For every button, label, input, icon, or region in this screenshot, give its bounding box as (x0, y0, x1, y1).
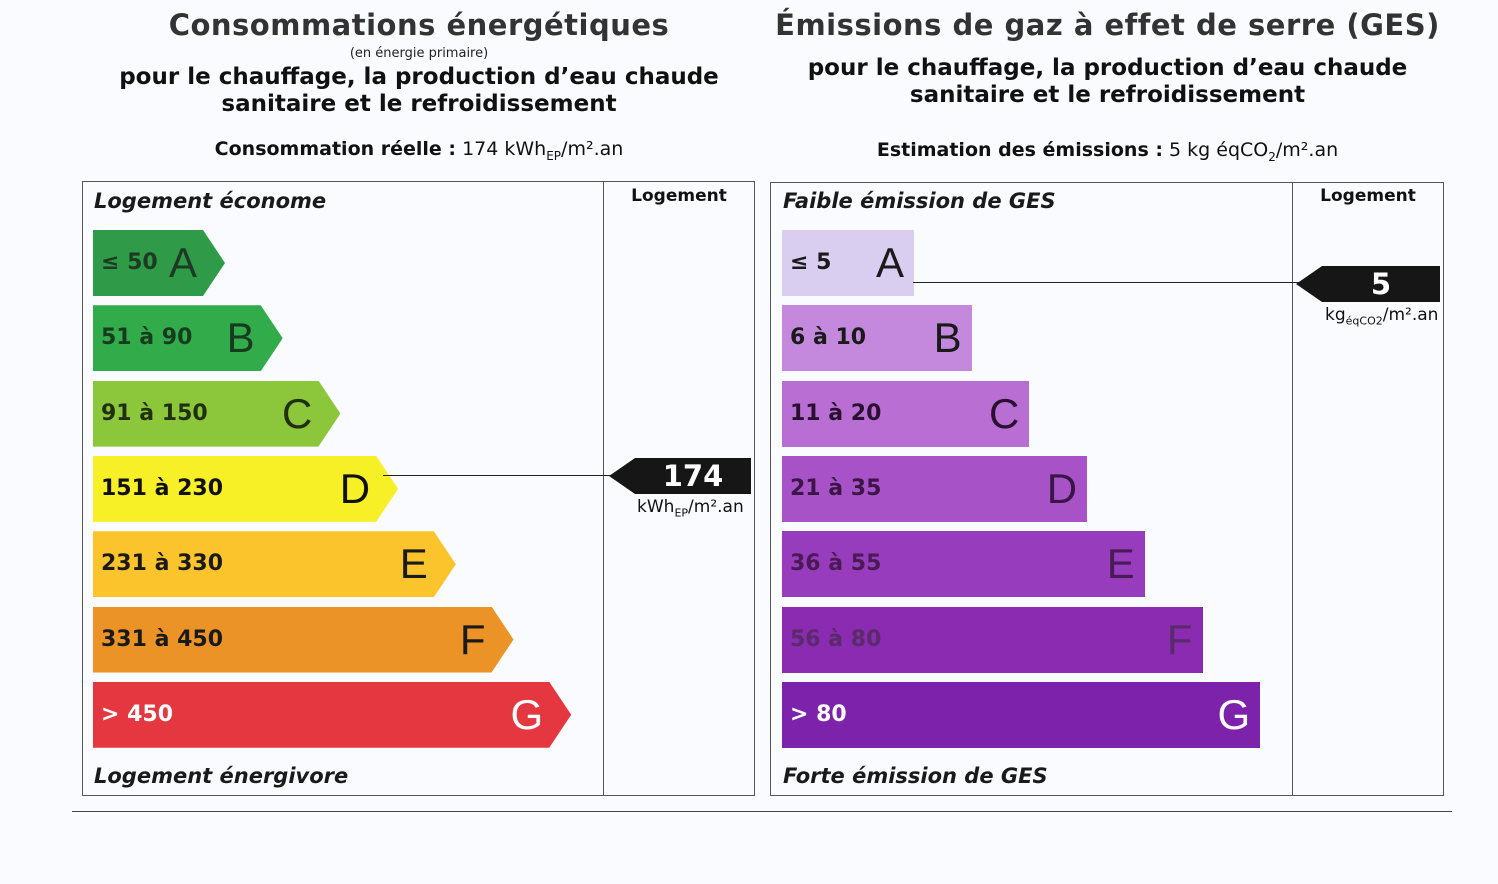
ges-unit-tail: /m².an (1382, 305, 1439, 325)
energy-class-b-range: 51 à 90 (101, 325, 193, 351)
ges-class-c-letter: C (989, 389, 1020, 437)
ges-class-c-range: 11 à 20 (790, 400, 882, 426)
ges-class-a-letter: A (875, 239, 904, 286)
ges-estimate: Estimation des émissions : 5 kg éqCO2/m²… (770, 139, 1445, 164)
ges-class-g-letter: G (1217, 690, 1251, 738)
energy-class-e-range: 231 à 330 (101, 551, 224, 577)
ges-current-marker: 5 (1296, 266, 1440, 302)
ges-class-g-range: > 80 (790, 701, 847, 727)
energy-unit-main: kWh (637, 497, 675, 517)
ges-subtitle-line1: pour le chauffage, la production d’eau c… (807, 55, 1408, 81)
ges-class-d-band: 21 à 35 D (782, 455, 1088, 522)
ges-unit-sub: éqCO2 (1345, 314, 1383, 328)
ges-estimate-value: 5 kg éqCO (1169, 139, 1269, 161)
energy-title: Consommations énergétiques (168, 8, 670, 42)
energy-estimate-label: Consommation réelle : (214, 138, 457, 160)
energy-class-e-band: 231 à 330 E (93, 531, 456, 598)
ges-frame (770, 182, 1444, 796)
energy-unit: kWhEP/m².an (637, 497, 744, 519)
bottom-divider (72, 811, 1452, 812)
ges-class-e-letter: E (1106, 540, 1135, 588)
ges-title: Émissions de gaz à effet de serre (GES) (775, 8, 1440, 42)
ges-class-a-band: ≤ 5 A (782, 230, 914, 296)
energy-class-e-letter: E (399, 540, 428, 588)
energy-class-f-range: 331 à 450 (101, 626, 224, 652)
energy-subtitle-line2: sanitaire et le refroidissement (221, 91, 617, 117)
energy-class-a-range: ≤ 50 (101, 250, 158, 275)
energy-estimate-value: 174 kWh (462, 138, 547, 160)
ges-class-e-range: 36 à 55 (790, 551, 882, 577)
ges-class-f-band: 56 à 80 F (782, 606, 1203, 673)
energy-column-header: Logement (631, 186, 727, 206)
energy-frame (82, 181, 755, 796)
ges-column-header: Logement (1320, 186, 1416, 206)
energy-indicator-line (383, 475, 611, 476)
ges-estimate-sub: 2 (1268, 149, 1276, 164)
ges-top-caption: Faible émission de GES (783, 189, 1056, 213)
energy-class-b-letter: B (226, 314, 255, 362)
ges-unit: kgéqCO2/m².an (1325, 305, 1438, 327)
ges-bottom-caption: Forte émission de GES (783, 764, 1048, 788)
energy-class-c-band: 91 à 150 C (93, 380, 341, 447)
ges-subtitle-line2: sanitaire et le refroidissement (909, 82, 1306, 108)
energy-top-caption: Logement économe (94, 189, 327, 213)
ges-class-b-range: 6 à 10 (790, 325, 867, 351)
energy-current-value: 174 (662, 459, 724, 493)
energy-subtitle: pour le chauffage, la production d’eau c… (100, 64, 738, 118)
ges-class-f-range: 56 à 80 (790, 626, 882, 652)
energy-estimate-unit: /m².an (561, 138, 624, 160)
ges-class-d-letter: D (1046, 464, 1078, 512)
energy-subtitle-line1: pour le chauffage, la production d’eau c… (119, 64, 719, 90)
energy-class-b-band: 51 à 90 B (93, 305, 283, 372)
ges-class-a-range: ≤ 5 (790, 250, 832, 275)
energy-unit-tail: /m².an (688, 497, 744, 517)
energy-class-g-letter: G (510, 690, 544, 738)
ges-class-b-band: 6 à 10 B (782, 305, 972, 372)
ges-class-d-range: 21 à 35 (790, 475, 882, 501)
energy-class-d-band: 151 à 230 D (93, 455, 399, 522)
ges-class-g-band: > 80 G (782, 681, 1261, 748)
ges-class-f-letter: F (1166, 615, 1193, 663)
ges-indicator-line (913, 282, 1299, 283)
ges-estimate-label: Estimation des émissions : (876, 139, 1163, 161)
ges-column-divider (1292, 182, 1293, 796)
energy-class-g-range: > 450 (101, 701, 174, 727)
energy-estimate-sub: EP (546, 148, 562, 163)
energy-class-d-letter: D (339, 464, 371, 512)
ges-subtitle: pour le chauffage, la production d’eau c… (770, 55, 1445, 109)
energy-class-g-band: > 450 G (93, 681, 572, 748)
ges-current-value: 5 (1370, 267, 1392, 301)
energy-current-marker: 174 (609, 458, 751, 494)
energy-title-note: (en énergie primaire) (349, 46, 489, 61)
ges-class-b-letter: B (933, 314, 962, 362)
energy-class-d-range: 151 à 230 (101, 475, 224, 501)
energy-unit-sub: EP (674, 506, 689, 520)
ges-unit-main: kg (1325, 305, 1346, 325)
ges-class-c-band: 11 à 20 C (782, 380, 1030, 447)
energy-class-a-band: ≤ 50 A (93, 230, 225, 296)
energy-class-c-range: 91 à 150 (101, 400, 208, 426)
ges-estimate-unit: /m².an (1275, 139, 1339, 161)
energy-class-c-letter: C (282, 389, 313, 437)
energy-bottom-caption: Logement énergivore (94, 764, 349, 788)
energy-class-f-letter: F (459, 615, 486, 663)
ges-class-e-band: 36 à 55 E (782, 531, 1145, 598)
energy-class-f-band: 331 à 450 F (93, 606, 514, 673)
energy-class-a-letter: A (168, 239, 197, 286)
energy-column-divider (603, 181, 604, 796)
energy-estimate: Consommation réelle : 174 kWhEP/m².an (100, 138, 738, 163)
